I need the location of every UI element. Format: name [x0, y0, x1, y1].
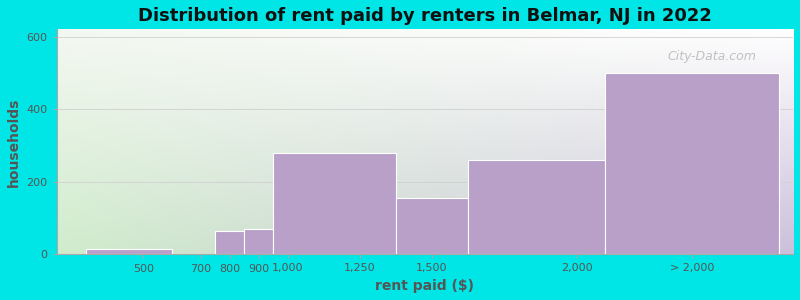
Bar: [274, 153, 396, 254]
Bar: [396, 198, 468, 254]
Bar: [244, 229, 274, 254]
Title: Distribution of rent paid by renters in Belmar, NJ in 2022: Distribution of rent paid by renters in …: [138, 7, 712, 25]
Bar: [606, 73, 778, 254]
Bar: [215, 231, 244, 254]
Y-axis label: households: households: [7, 97, 21, 187]
Bar: [86, 249, 172, 254]
X-axis label: rent paid ($): rent paid ($): [375, 279, 474, 293]
Text: City-Data.com: City-Data.com: [668, 50, 757, 63]
Bar: [468, 160, 606, 254]
